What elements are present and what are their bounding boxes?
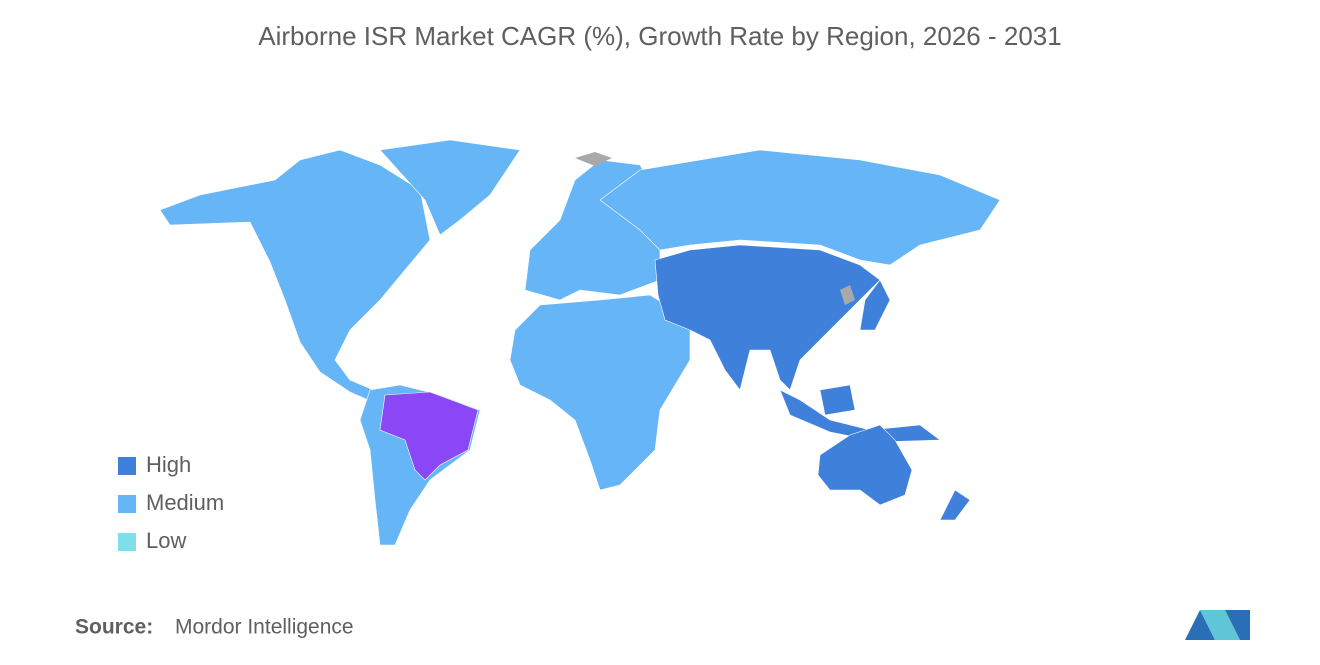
title: Airborne ISR Market CAGR (%), Growth Rat… (258, 21, 1061, 51)
borneo (819, 384, 856, 416)
logo (1185, 610, 1250, 640)
legend-swatch (118, 495, 136, 513)
legend-label: High (146, 452, 191, 477)
logo-part (1225, 610, 1250, 640)
source-label: Source: (75, 616, 153, 639)
svalbard (575, 152, 612, 166)
japan (859, 279, 891, 331)
asia (654, 244, 881, 391)
russia (599, 149, 1001, 266)
source-text: Mordor Intelligence (175, 616, 354, 639)
africa-middle-east (509, 294, 691, 491)
world-map (159, 139, 1001, 546)
legend-swatch (118, 533, 136, 551)
southeast-asia (779, 389, 941, 443)
legend-label: Low (146, 528, 186, 553)
logo-part (1185, 610, 1215, 640)
logo-part (1200, 610, 1240, 640)
legend-label: Medium (146, 490, 224, 515)
australia (817, 424, 913, 506)
new-zealand (939, 489, 971, 521)
north-america (159, 149, 431, 406)
korea (840, 285, 855, 305)
brazil (379, 391, 479, 481)
greenland (379, 139, 521, 236)
legend: High Medium Low (118, 452, 224, 553)
legend-swatch (118, 457, 136, 475)
